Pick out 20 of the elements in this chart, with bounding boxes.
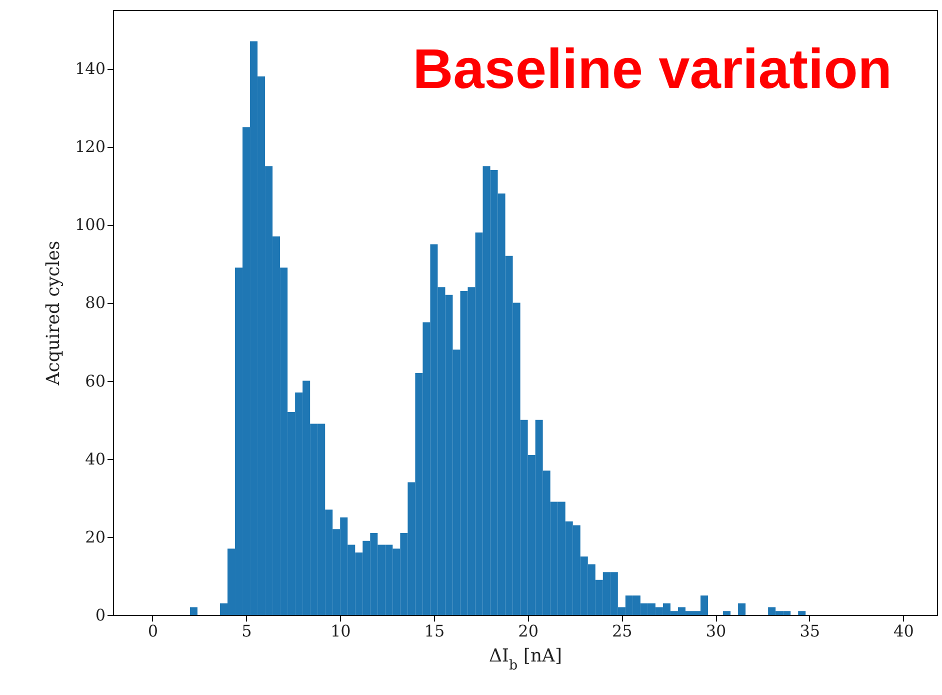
x-tick-label: 40 — [894, 622, 914, 640]
y-tick-label: 120 — [74, 137, 106, 156]
x-tick-label: 20 — [518, 622, 538, 640]
x-tick-label: 10 — [330, 622, 351, 640]
x-tick-label: 0 — [148, 622, 158, 640]
x-tick-label: 15 — [424, 622, 445, 640]
x-tick-label: 5 — [242, 622, 252, 640]
y-tick-label: 40 — [85, 449, 106, 468]
y-tick-label: 100 — [74, 215, 106, 234]
x-tick-label: 25 — [612, 622, 632, 640]
y-tick-label: 20 — [85, 527, 106, 546]
y-tick-label: 140 — [74, 59, 106, 78]
x-axis-title: ΔI$_{b}$ [nA] — [488, 646, 562, 674]
y-tick-label: 60 — [85, 371, 106, 390]
y-tick-label: 0 — [95, 606, 106, 624]
y-tick-label: 80 — [85, 293, 106, 312]
text: Baseline variation — [412, 37, 892, 100]
x-tick-label: 35 — [800, 622, 820, 640]
y-axis-title: Acquired cycles — [42, 240, 64, 386]
x-tick-label: 30 — [706, 622, 726, 640]
